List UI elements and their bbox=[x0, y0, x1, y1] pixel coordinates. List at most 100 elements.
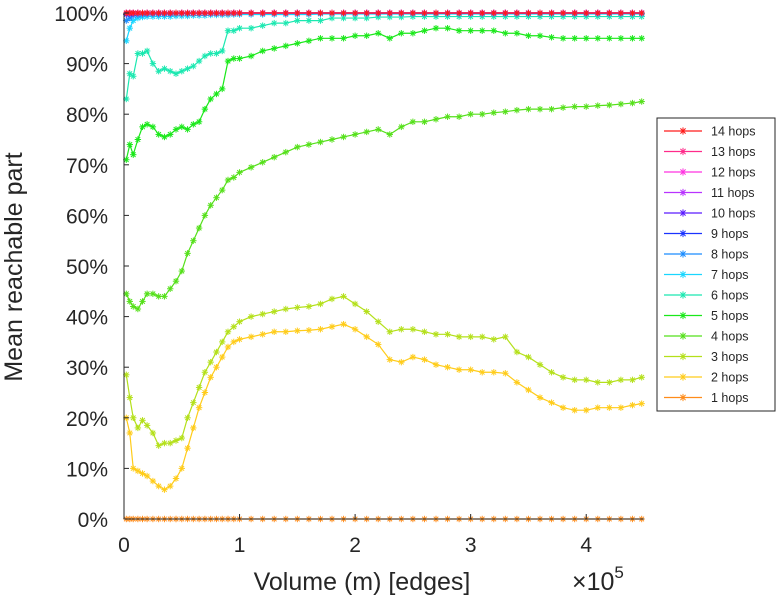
data-point-14-hops bbox=[421, 9, 428, 17]
data-point-6-hops bbox=[213, 50, 220, 57]
data-point-3-hops bbox=[172, 437, 180, 444]
data-point-14-hops bbox=[172, 9, 180, 17]
legend-entry-7-hops: 7 hops bbox=[664, 268, 749, 282]
data-point-3-hops bbox=[282, 305, 289, 313]
data-point-4-hops bbox=[525, 105, 532, 113]
data-point-2-hops bbox=[351, 326, 359, 333]
y-tick-label: 0% bbox=[78, 509, 108, 532]
data-point-5-hops bbox=[130, 151, 137, 158]
data-point-4-hops bbox=[236, 169, 243, 176]
data-point-6-hops bbox=[282, 19, 289, 27]
data-point-3-hops bbox=[513, 348, 521, 356]
data-point-2-hops bbox=[224, 343, 232, 351]
data-point-2-hops bbox=[139, 470, 146, 477]
data-point-4-hops bbox=[139, 298, 146, 305]
data-point-14-hops bbox=[594, 9, 601, 17]
data-point-14-hops bbox=[271, 9, 278, 17]
data-point-3-hops bbox=[167, 439, 174, 447]
data-point-5-hops bbox=[398, 30, 405, 37]
data-point-4-hops bbox=[606, 101, 613, 109]
data-point-5-hops bbox=[629, 35, 636, 42]
data-point-2-hops bbox=[305, 327, 313, 334]
data-point-3-hops bbox=[398, 326, 405, 333]
data-point-14-hops bbox=[444, 9, 451, 17]
y-tick-label: 60% bbox=[66, 205, 108, 228]
series-4-hops bbox=[123, 98, 645, 313]
data-point-3-hops bbox=[444, 331, 451, 338]
data-point-3-hops bbox=[594, 379, 601, 386]
data-point-14-hops bbox=[375, 9, 382, 17]
data-point-2-hops bbox=[525, 386, 532, 394]
data-point-5-hops bbox=[638, 35, 645, 42]
data-point-5-hops bbox=[317, 35, 324, 42]
data-point-14-hops bbox=[247, 9, 255, 17]
data-point-5-hops bbox=[455, 27, 463, 34]
data-point-4-hops bbox=[386, 131, 393, 138]
data-point-4-hops bbox=[207, 202, 214, 209]
data-point-4-hops bbox=[583, 103, 590, 110]
data-point-4-hops bbox=[351, 131, 359, 138]
y-ticks: 0% 10% 20% 30% 40% 50% 60% 70% 80% 90% 100% bbox=[54, 3, 129, 532]
data-point-2-hops bbox=[363, 333, 370, 341]
data-point-14-hops bbox=[224, 9, 232, 17]
data-point-5-hops bbox=[606, 35, 613, 42]
data-point-3-hops bbox=[139, 417, 146, 424]
data-point-14-hops bbox=[230, 9, 237, 17]
data-point-3-hops bbox=[525, 353, 532, 361]
data-point-3-hops bbox=[149, 429, 157, 437]
data-point-3-hops bbox=[548, 369, 555, 376]
data-point-3-hops bbox=[305, 303, 313, 310]
data-point-3-hops bbox=[161, 439, 168, 447]
data-point-3-hops bbox=[195, 384, 203, 391]
data-point-14-hops bbox=[386, 9, 393, 17]
data-point-14-hops bbox=[455, 9, 463, 17]
data-point-6-hops bbox=[259, 22, 266, 29]
legend-label: 2 hops bbox=[711, 371, 749, 385]
legend-marker bbox=[679, 270, 687, 279]
data-point-6-hops bbox=[219, 47, 226, 55]
data-point-5-hops bbox=[559, 35, 567, 42]
data-point-3-hops bbox=[294, 304, 301, 311]
data-point-14-hops bbox=[638, 9, 645, 17]
data-point-14-hops bbox=[282, 9, 289, 17]
data-point-4-hops bbox=[161, 293, 168, 300]
data-point-6-hops bbox=[184, 65, 191, 72]
data-point-3-hops bbox=[230, 323, 237, 330]
data-point-4-hops bbox=[594, 102, 601, 109]
data-point-3-hops bbox=[351, 300, 359, 308]
legend-label: 9 hops bbox=[711, 227, 749, 241]
data-point-14-hops bbox=[167, 9, 174, 17]
data-point-3-hops bbox=[363, 308, 370, 315]
data-point-6-hops bbox=[143, 47, 151, 55]
data-point-5-hops bbox=[467, 27, 474, 34]
data-point-3-hops bbox=[559, 374, 567, 381]
data-point-3-hops bbox=[123, 371, 130, 378]
data-point-3-hops bbox=[375, 318, 382, 325]
data-point-2-hops bbox=[149, 477, 157, 485]
data-point-3-hops bbox=[259, 310, 266, 318]
data-point-5-hops bbox=[271, 45, 278, 52]
data-point-2-hops bbox=[207, 374, 214, 381]
data-point-5-hops bbox=[207, 95, 214, 103]
data-point-5-hops bbox=[139, 123, 146, 131]
data-point-2-hops bbox=[271, 328, 278, 335]
data-point-2-hops bbox=[282, 328, 289, 335]
data-point-5-hops bbox=[409, 30, 417, 37]
data-point-6-hops bbox=[134, 50, 142, 57]
data-point-2-hops bbox=[548, 399, 555, 406]
data-point-5-hops bbox=[328, 35, 336, 42]
data-point-14-hops bbox=[340, 9, 347, 17]
data-point-2-hops bbox=[134, 467, 142, 475]
data-point-4-hops bbox=[328, 136, 336, 143]
data-point-14-hops bbox=[190, 9, 197, 17]
legend-label: 11 hops bbox=[711, 186, 755, 200]
data-point-3-hops bbox=[126, 394, 133, 401]
data-point-14-hops bbox=[236, 9, 243, 17]
data-point-3-hops bbox=[583, 376, 590, 384]
legend-marker bbox=[679, 332, 687, 340]
data-point-2-hops bbox=[195, 404, 203, 411]
legend-marker bbox=[679, 311, 687, 320]
x-tick-label: 4 bbox=[580, 534, 592, 557]
legend-label: 14 hops bbox=[711, 125, 755, 139]
data-point-6-hops bbox=[236, 24, 243, 32]
